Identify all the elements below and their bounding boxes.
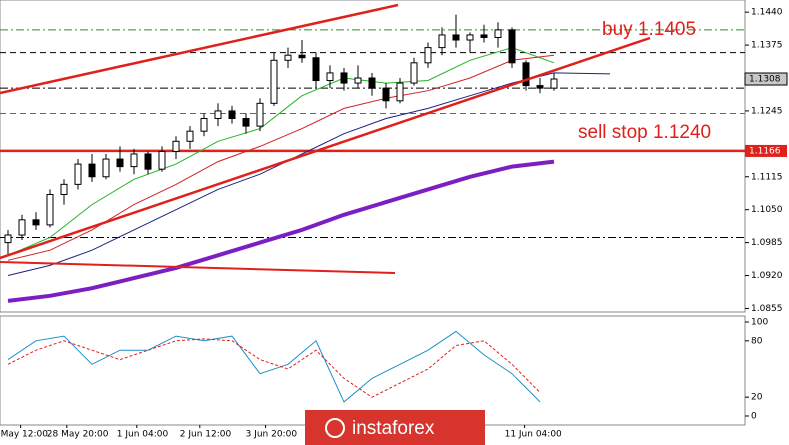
candle-body [354, 77, 362, 84]
candle-body [466, 34, 474, 41]
level-label-box [745, 144, 787, 157]
candle-body [536, 85, 544, 89]
annotation: buy 1.1405 [602, 19, 696, 40]
y-tick-label: 0 [751, 411, 757, 421]
candle-body [410, 62, 418, 84]
candle-body [312, 57, 320, 82]
candle-body [298, 54, 306, 59]
candle-body [368, 77, 376, 89]
candle-body [172, 140, 180, 152]
watermark: instaforex [352, 418, 435, 439]
last-price: 1.1308 [749, 75, 781, 85]
indicator-line [7, 159, 555, 303]
candle-body [32, 219, 40, 226]
y-tick-label: 1.1050 [751, 205, 783, 215]
y-tick-label: 1.0920 [751, 271, 783, 281]
candle-body [284, 54, 292, 61]
annotation: sell stop 1.1240 [578, 122, 711, 143]
x-tick-label: 11 Jun 04:00 [505, 430, 562, 440]
candle-body [130, 153, 138, 168]
y-tick-label: 20 [751, 393, 763, 403]
trendlines [0, 3, 651, 274]
candle-body [452, 34, 460, 41]
candle-body [494, 29, 502, 38]
channel-upper [0, 3, 399, 95]
candle-body [74, 163, 82, 185]
candle-body [4, 234, 12, 244]
candle-body [522, 62, 530, 87]
x-tick-label: 28 May 20:00 [47, 430, 109, 440]
candle-body [186, 130, 194, 142]
candle-body [508, 29, 516, 64]
x-tick-label: 3 Jun 20:00 [246, 430, 298, 440]
indicator-line [7, 72, 611, 276]
candle-body [340, 72, 348, 84]
y-tick-label: 1.1440 [751, 8, 783, 18]
y-tick-label: 100 [751, 318, 768, 328]
x-tick-label: 1 Jun 04:00 [117, 430, 169, 440]
candle-body [256, 102, 264, 127]
indicator-line [7, 330, 541, 403]
candle-body [214, 110, 222, 120]
channel-lower [0, 36, 651, 260]
level-label: 1.1166 [749, 146, 781, 156]
candle-body [424, 47, 432, 64]
main-panel [0, 0, 746, 313]
watermark-box [305, 410, 485, 445]
candle-body [382, 87, 390, 102]
y-tick-label: 1.0855 [751, 304, 783, 314]
candle-body [116, 158, 124, 168]
watermark-icon [325, 418, 345, 438]
candle-body [158, 150, 166, 170]
y-tick-label: 1.1115 [751, 172, 783, 182]
y-tick-label: 1.1375 [751, 41, 783, 51]
candle-body [550, 78, 558, 89]
candle-body [144, 153, 152, 170]
candle-body [228, 110, 236, 120]
trend-line [0, 261, 396, 274]
candle-body [88, 163, 96, 178]
candle-body [60, 183, 68, 195]
candle-body [46, 193, 54, 226]
y-tick-label: 80 [751, 336, 763, 346]
candle-body [18, 219, 26, 236]
candle-body [480, 34, 488, 38]
last-price-box [744, 72, 788, 86]
candle-body [438, 34, 446, 49]
indicator-line [7, 47, 555, 256]
x-tick-label: 2 Jun 12:00 [180, 430, 232, 440]
y-tick-label: 1.0985 [751, 238, 783, 248]
oscillator-panel [0, 315, 746, 426]
plot: 1.1440 1.1375 1.1245 1.1115 1.1050 1.0985 1.09… [0, 8, 788, 440]
candle-body [200, 118, 208, 132]
y-tick-label: 1.1245 [751, 106, 783, 116]
candle-body [270, 59, 278, 104]
x-tick-label: May 12:00 [1, 430, 49, 440]
candle-body [242, 118, 250, 127]
candle-body [396, 82, 404, 102]
candle-body [326, 72, 334, 82]
candle-body [102, 158, 110, 178]
indicator-line [7, 338, 541, 398]
